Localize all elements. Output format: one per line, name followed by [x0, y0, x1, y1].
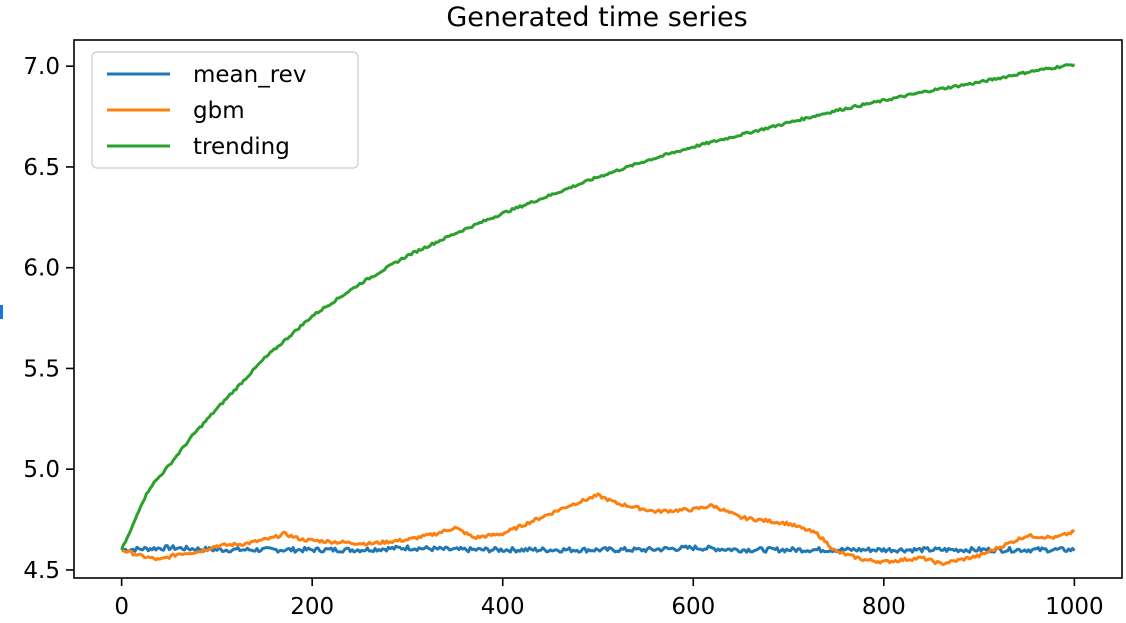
- y-tick-label: 5.5: [23, 356, 60, 382]
- legend-label-gbm: gbm: [193, 98, 245, 124]
- plot-frame: [73, 39, 1123, 579]
- chart-title: Generated time series: [446, 2, 747, 33]
- x-tick-label: 800: [862, 594, 906, 620]
- legend: mean_rev gbm trending: [91, 51, 359, 169]
- y-tick-label: 7.0: [23, 54, 60, 80]
- y-tick-label: 6.0: [23, 256, 60, 282]
- x-tick-label: 0: [114, 594, 129, 620]
- y-tick-label: 6.5: [23, 155, 60, 181]
- y-axis: 4.5 5.0 5.5 6.0 6.5 7.0: [23, 54, 74, 584]
- x-tick-label: 600: [671, 594, 715, 620]
- legend-box: [91, 51, 359, 169]
- x-tick-label: 1000: [1045, 594, 1104, 620]
- series-line-gbm: [120, 492, 1076, 567]
- edge-marker: [0, 305, 3, 319]
- series-line-mean-rev: [121, 544, 1076, 554]
- series-line-trending: [120, 63, 1076, 551]
- legend-label-trending: trending: [193, 134, 290, 160]
- series-layer: [120, 63, 1076, 567]
- x-tick-label: 200: [290, 594, 334, 620]
- y-tick-label: 5.0: [23, 457, 60, 483]
- legend-label-mean-rev: mean_rev: [193, 62, 306, 88]
- y-tick-label: 4.5: [23, 558, 60, 584]
- x-axis: 0 200 400 600 800 1000: [114, 578, 1104, 620]
- x-tick-label: 400: [481, 594, 525, 620]
